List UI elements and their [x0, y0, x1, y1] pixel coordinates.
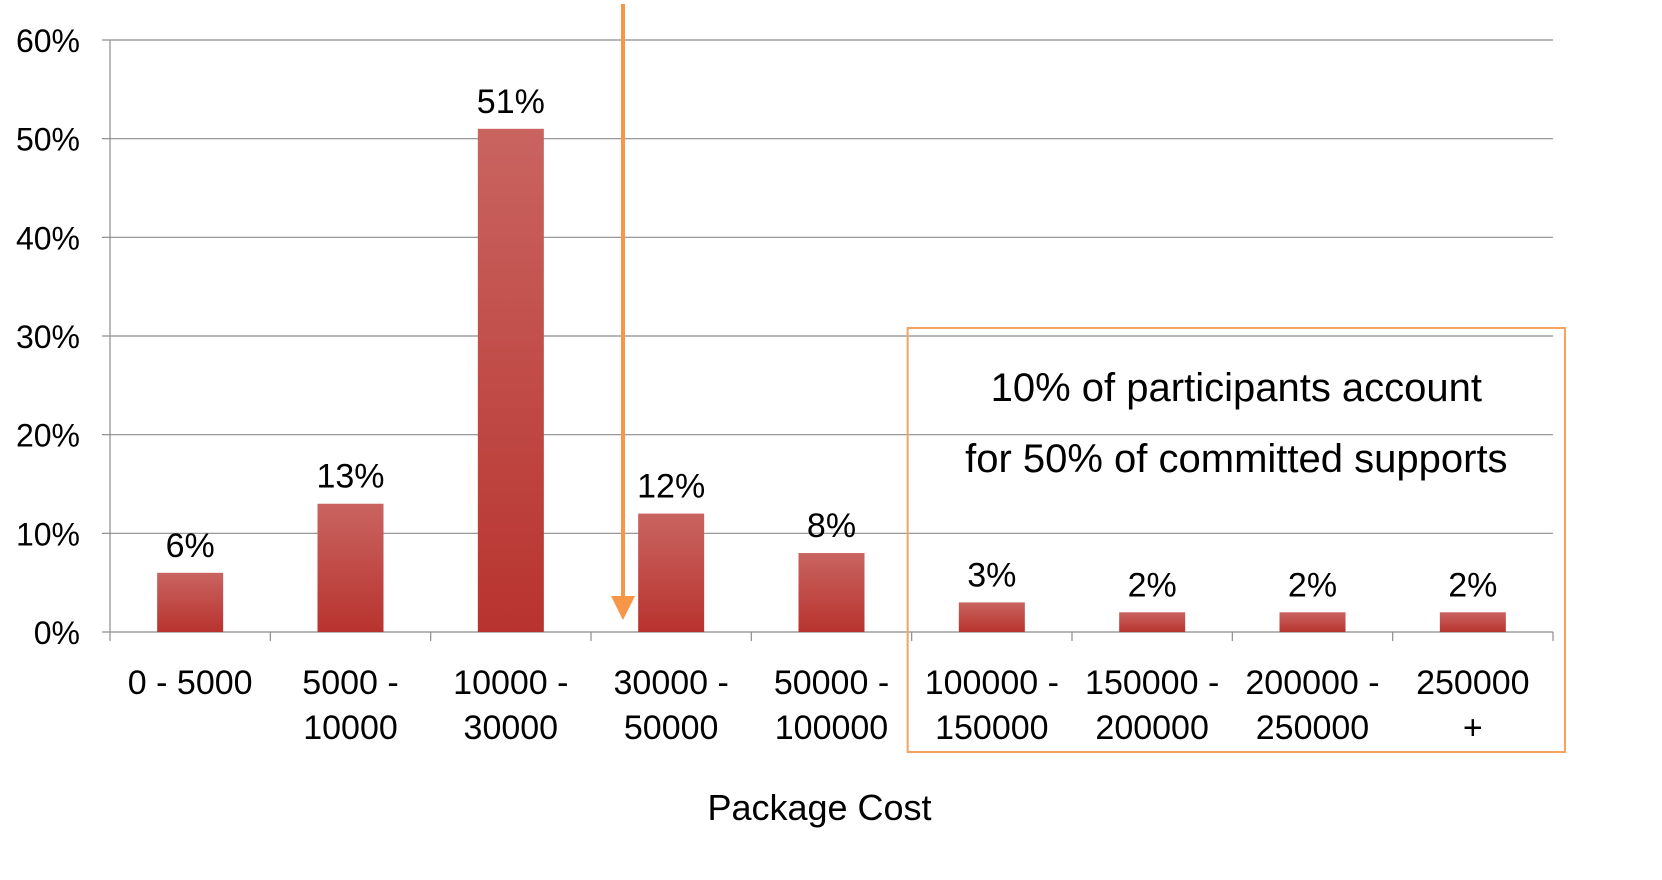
x-tick-label: 30000 -	[614, 664, 729, 702]
x-axis-title: Package Cost	[707, 787, 931, 828]
annotation-arrowhead	[611, 596, 635, 620]
x-tick-label: 10000	[303, 709, 398, 747]
data-label: 6%	[166, 527, 215, 565]
bar	[638, 513, 705, 632]
y-axis-ticks: 0% 10% 20% 30% 40% 50% 60%	[16, 23, 110, 651]
x-tick-label: 5000 -	[302, 664, 398, 702]
data-label: 2%	[1448, 566, 1497, 604]
data-label: 8%	[807, 507, 856, 545]
annotation-text-line-1: 10% of participants account	[991, 366, 1482, 410]
data-label: 2%	[1128, 566, 1177, 604]
x-tick-label: 30000	[464, 709, 559, 747]
y-tick-label: 0%	[34, 615, 80, 651]
bar	[477, 128, 544, 633]
y-tick-label: 10%	[16, 516, 80, 552]
annotation-text-line-2: for 50% of committed supports	[965, 437, 1507, 481]
gridlines	[110, 39, 1553, 534]
x-tick-label: +	[1463, 709, 1483, 747]
data-label: 2%	[1288, 566, 1337, 604]
x-tick-label: 150000 -	[1085, 664, 1219, 702]
bar	[157, 572, 224, 632]
x-axis-ticks: 0 - 5000 5000 - 10000 10000 - 30000 30000 - 50…	[128, 664, 1530, 747]
x-tick-label: 250000	[1256, 709, 1369, 747]
data-label: 51%	[477, 83, 545, 121]
x-tick-label: 200000	[1095, 709, 1208, 747]
x-tick-label: 100000	[775, 709, 888, 747]
bar	[958, 602, 1025, 632]
bar	[1119, 612, 1186, 632]
x-tick-label: 250000	[1416, 664, 1529, 702]
x-tick-label: 100000 -	[925, 664, 1059, 702]
bar	[1439, 612, 1506, 632]
y-tick-label: 40%	[16, 220, 80, 256]
y-tick-label: 60%	[16, 23, 80, 59]
x-tick-label: 10000 -	[453, 664, 568, 702]
data-label: 3%	[967, 556, 1016, 594]
y-tick-label: 50%	[16, 122, 80, 158]
x-tick-label: 200000 -	[1245, 664, 1379, 702]
annotation-box	[906, 327, 1566, 753]
x-tick-label: 50000	[624, 709, 719, 747]
bars	[157, 128, 1506, 633]
y-tick-label: 30%	[16, 319, 80, 355]
data-labels: 6% 13% 51% 12% 8% 3% 2% 2% 2%	[166, 83, 1498, 604]
bar	[1279, 612, 1346, 632]
x-tick-label: 50000 -	[774, 664, 889, 702]
annotation-group: 10% of participants account for 50% of c…	[611, 4, 1566, 753]
data-label: 13%	[316, 458, 384, 496]
x-tick-label: 0 - 5000	[128, 664, 253, 702]
y-tick-label: 20%	[16, 418, 80, 454]
bar	[798, 553, 865, 632]
x-tick-label: 150000	[935, 709, 1048, 747]
bar	[317, 503, 384, 632]
data-label: 12%	[637, 468, 705, 506]
